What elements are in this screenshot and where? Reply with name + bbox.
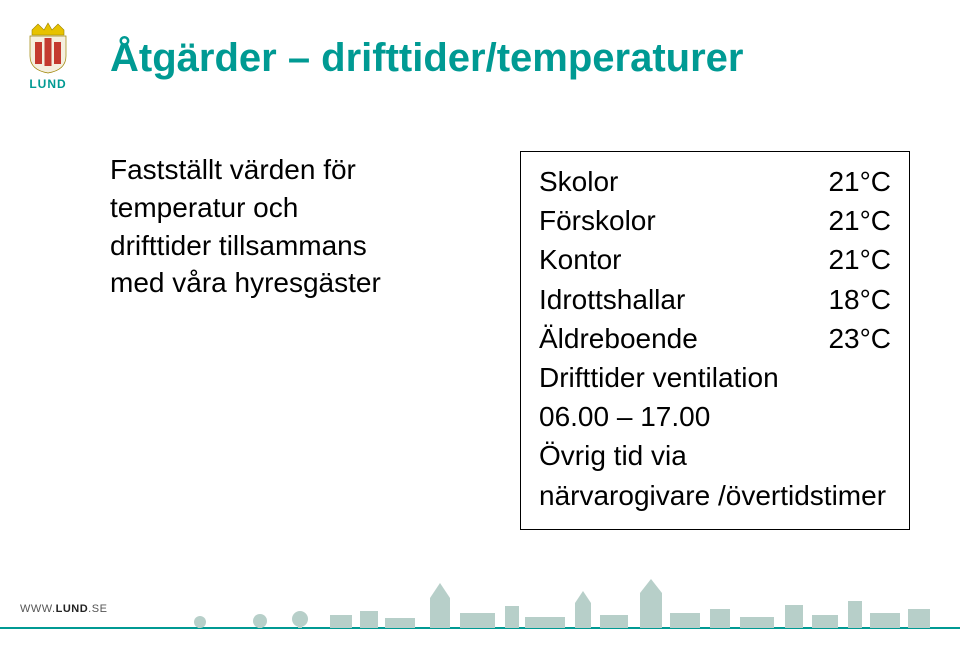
row-label: Kontor [539, 240, 622, 279]
temperature-box: Skolor 21°C Förskolor 21°C Kontor 21°C I… [520, 151, 910, 530]
table-row: Kontor 21°C [539, 240, 891, 279]
logo-text: LUND [16, 77, 80, 91]
box-extra-line: 06.00 – 17.00 [539, 397, 891, 436]
intro-line: temperatur och [110, 189, 460, 227]
intro-line: drifttider tillsammans [110, 227, 460, 265]
intro-line: med våra hyresgäster [110, 264, 460, 302]
box-extra-line: närvarogivare /övertidstimer [539, 476, 891, 515]
logo: LUND [16, 22, 80, 91]
intro-paragraph: Fastställt värden för temperatur och dri… [110, 151, 460, 302]
footer: WWW.LUND.SE [0, 573, 960, 653]
box-extra-line: Övrig tid via [539, 436, 891, 475]
table-row: Idrottshallar 18°C [539, 280, 891, 319]
box-extra-line: Drifttider ventilation [539, 358, 891, 397]
row-value: 21°C [828, 162, 891, 201]
row-value: 21°C [828, 201, 891, 240]
row-label: Äldreboende [539, 319, 698, 358]
table-row: Förskolor 21°C [539, 201, 891, 240]
crest-icon [16, 22, 80, 74]
slide: LUND Åtgärder – drifttider/temperaturer … [0, 0, 960, 653]
page-title: Åtgärder – drifttider/temperaturer [110, 36, 910, 81]
row-value: 21°C [828, 240, 891, 279]
row-label: Förskolor [539, 201, 656, 240]
row-label: Idrottshallar [539, 280, 685, 319]
row-value: 18°C [828, 280, 891, 319]
row-label: Skolor [539, 162, 618, 201]
skyline-icon [0, 573, 960, 653]
table-row: Äldreboende 23°C [539, 319, 891, 358]
table-row: Skolor 21°C [539, 162, 891, 201]
intro-line: Fastställt värden för [110, 151, 460, 189]
content-area: Fastställt värden för temperatur och dri… [110, 151, 910, 530]
row-value: 23°C [828, 319, 891, 358]
